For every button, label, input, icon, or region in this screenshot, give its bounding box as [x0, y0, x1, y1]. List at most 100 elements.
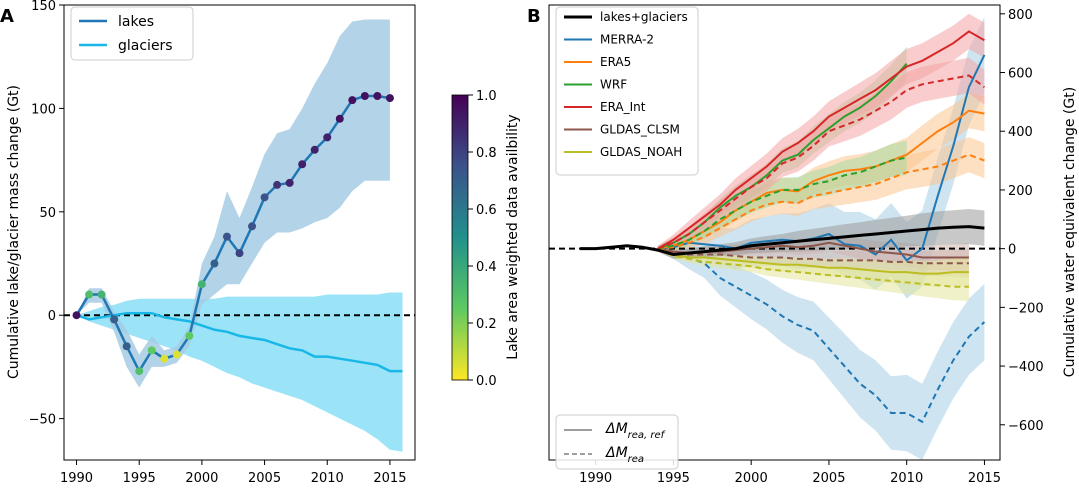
colorbar: 0.0 0.2 0.4 0.6 0.8 1.0 Lake area weighted da… — [451, 89, 521, 389]
panel-a-y-ticks: −50 0 50 100 150 — [29, 0, 64, 428]
era5-dashed-line — [657, 153, 985, 250]
colorbar-tick-label: 1.0 — [476, 89, 497, 104]
colorbar-label: Lake area weighted data availbility — [505, 114, 521, 359]
era-int-line — [657, 30, 985, 250]
colorbar-ticks: 0.0 0.2 0.4 0.6 0.8 1.0 — [468, 89, 497, 389]
lake-point — [235, 249, 244, 258]
y-tick-label: 100 — [31, 102, 56, 117]
colorbar-tick-label: 0.4 — [476, 260, 497, 275]
gldas-noah-line — [657, 247, 969, 275]
panel-b-y-ticks: −600 −400 −200 0 200 400 600 800 — [1000, 8, 1044, 434]
panel-b-x-ticks: 1990 1995 2000 2005 2010 2015 — [579, 460, 1001, 486]
x-tick-label: 2005 — [812, 471, 845, 486]
panel-b-style-legend: ΔMrea, ref ΔMrea — [555, 414, 679, 470]
lake-point — [172, 350, 181, 359]
lake-point — [210, 259, 219, 268]
merra-2-band-dashed — [657, 244, 985, 460]
wrf-line — [657, 63, 908, 250]
lake-point — [185, 331, 194, 340]
lake-point — [147, 346, 156, 355]
legend-lakes-glaciers-label: lakes+glaciers — [600, 10, 688, 24]
panel-b: 1990 1995 2000 2005 2010 2015 −600 −400 −200 0 20… — [527, 4, 1078, 486]
glaciers-line — [76, 311, 403, 373]
lake-point — [260, 193, 269, 202]
lake-point — [360, 92, 369, 100]
y-tick-label: −200 — [1008, 301, 1044, 316]
y-tick-label: 150 — [31, 0, 56, 14]
legend-merra-2-label: MERRA-2 — [600, 33, 654, 47]
x-tick-label: 2010 — [890, 471, 923, 486]
lake-point — [285, 178, 294, 187]
lake-point — [273, 180, 282, 189]
lake-point — [323, 133, 332, 142]
colorbar-tick-label: 0.8 — [476, 146, 497, 161]
gldas-clsm-dashed-line — [657, 247, 969, 265]
legend-lakes-label: lakes — [118, 14, 154, 30]
legend-gldas-clsm-label: GLDAS_CLSM — [600, 123, 680, 137]
y-tick-label: 50 — [39, 206, 56, 221]
panel-b-label: B — [527, 6, 541, 27]
y-tick-label: −50 — [29, 413, 56, 428]
lake-point — [310, 145, 319, 154]
x-tick-label: 2000 — [185, 471, 218, 486]
x-tick-label: 2000 — [735, 471, 768, 486]
style-legend-solid-sub: rea, ref — [628, 430, 666, 441]
lake-point — [110, 315, 119, 324]
wrf-band-dashed — [657, 140, 907, 252]
x-tick-label: 1990 — [60, 471, 93, 486]
panel-b-frame — [548, 4, 1001, 461]
style-legend-solid-label: ΔMrea, ref — [605, 421, 666, 441]
colorbar-tick-label: 0.2 — [476, 317, 497, 332]
x-tick-label: 1995 — [123, 471, 156, 486]
lake-point — [335, 114, 344, 123]
lake-point — [122, 342, 131, 351]
style-legend-dashed-label: ΔMrea — [605, 445, 644, 465]
panel-a-x-ticks: 1990 1995 2000 2005 2010 2015 — [60, 460, 406, 486]
panel-a-ylabel: Cumulative lake/glacier mass change (Gt) — [6, 85, 22, 379]
panel-a-frame — [63, 4, 416, 461]
colorbar-bar — [451, 94, 469, 381]
glaciers-band — [76, 292, 403, 452]
style-legend-dashed-main: ΔM — [605, 445, 628, 461]
x-tick-label: 2015 — [373, 471, 406, 486]
lake-point — [373, 92, 382, 100]
y-tick-label: 600 — [1008, 67, 1033, 82]
lake-point — [248, 222, 257, 231]
lake-point — [85, 290, 94, 299]
panel-a-plot-area — [64, 19, 415, 452]
panel-b-legend-items: lakes+glaciers MERRA-2 ERA5 WRF ERA_Int GLDAS… — [564, 10, 688, 159]
y-tick-label: 0 — [48, 309, 56, 324]
legend-gldas-noah-label: GLDAS_NOAH — [600, 145, 682, 159]
lake-point — [298, 160, 307, 169]
y-tick-label: 200 — [1008, 184, 1033, 199]
y-tick-label: 0 — [1008, 243, 1016, 258]
x-tick-label: 1995 — [657, 471, 690, 486]
x-tick-label: 2010 — [311, 471, 344, 486]
lake-point — [135, 367, 144, 376]
panel-a-label: A — [0, 6, 14, 27]
wrf-dashed-line — [657, 156, 907, 250]
lake-point — [222, 232, 231, 241]
era-int-dashed-line — [657, 74, 986, 250]
era-int-band-dashed — [657, 57, 985, 252]
y-tick-label: −600 — [1008, 419, 1044, 434]
lake-point — [97, 290, 106, 299]
lake-point — [385, 94, 394, 103]
lake-point — [72, 311, 81, 320]
merra-2-line — [657, 54, 986, 262]
legend-glaciers-label: glaciers — [118, 38, 173, 54]
style-legend-box — [555, 414, 679, 470]
merra-2-dashed-line — [657, 247, 986, 424]
legend-era5-label: ERA5 — [600, 55, 631, 69]
x-tick-label: 2015 — [968, 471, 1001, 486]
lake-point — [348, 96, 357, 105]
panel-b-plot-area — [549, 13, 1000, 460]
panel-b-ylabel: Cumulative water equivalent change (Gt) — [1062, 87, 1078, 377]
panel-b-legend: lakes+glaciers MERRA-2 ERA5 WRF ERA_Int GLDAS… — [555, 6, 699, 176]
x-tick-label: 1990 — [579, 471, 612, 486]
era5-line — [657, 109, 985, 250]
panel-b-legend-box — [555, 6, 699, 176]
legend-wrf-label: WRF — [600, 78, 627, 92]
